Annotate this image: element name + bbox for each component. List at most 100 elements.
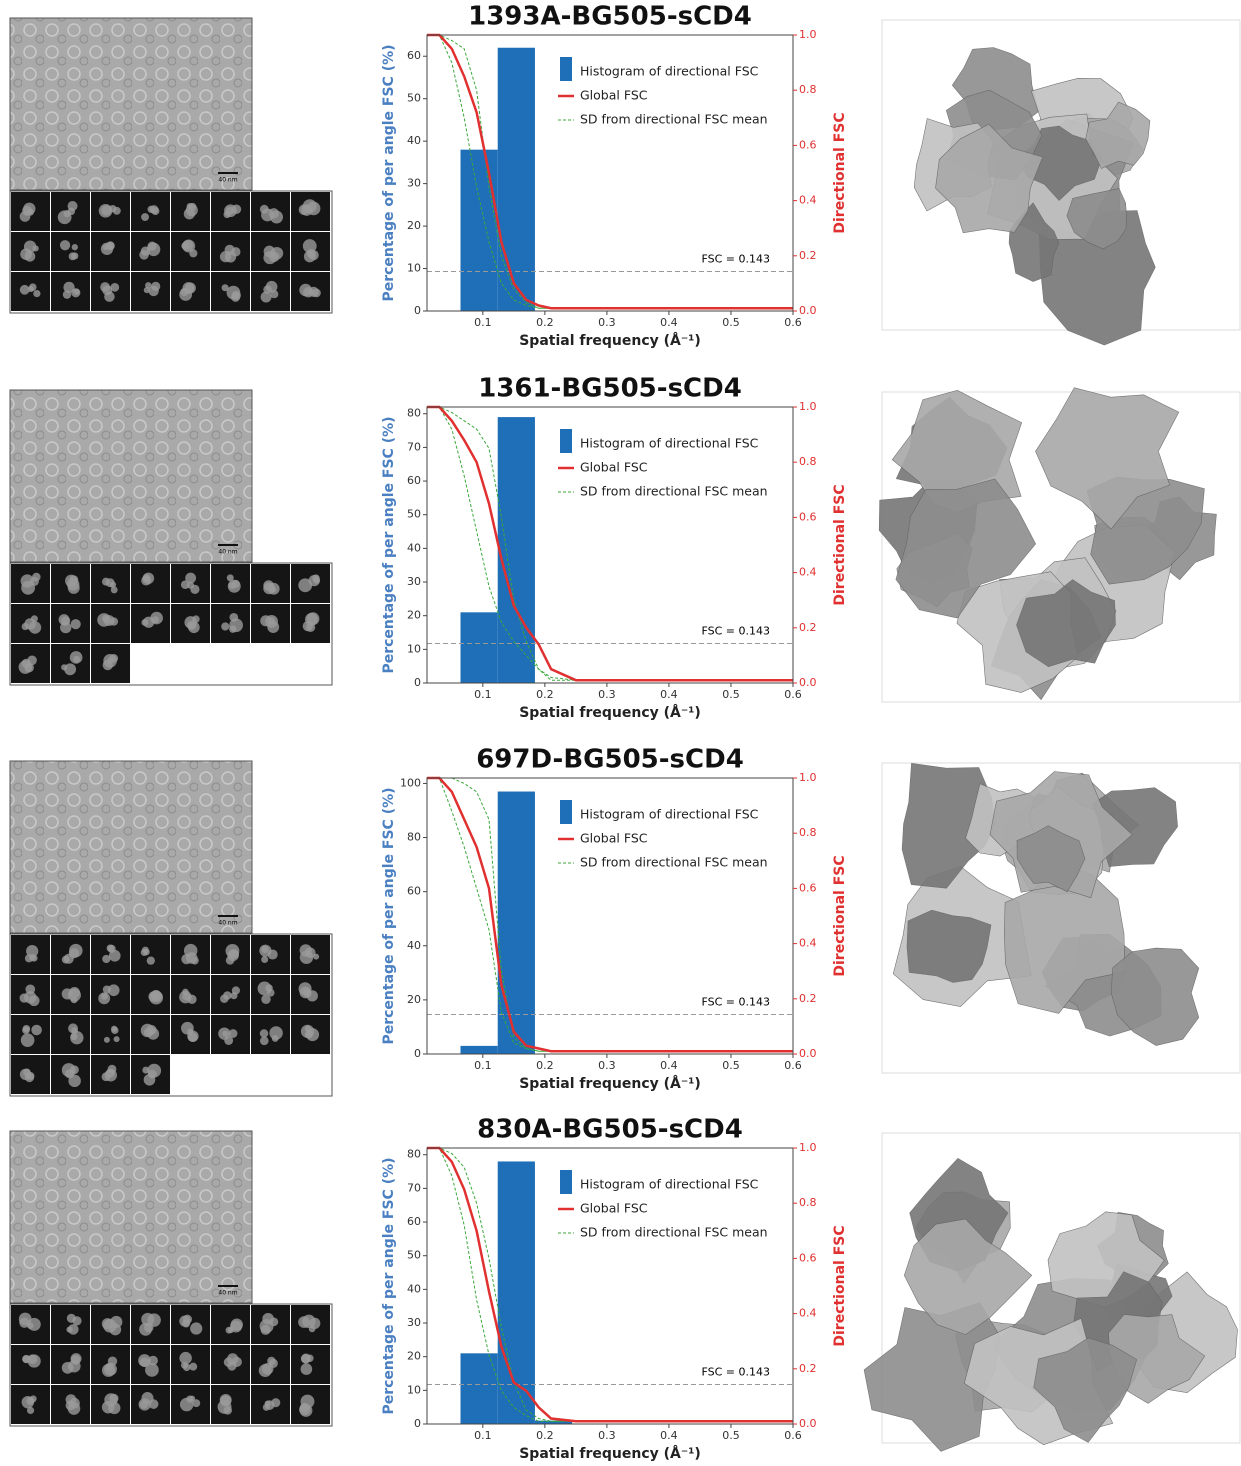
- y2-tick-label: 0.8: [799, 1196, 817, 1209]
- class-blob: [302, 1315, 316, 1329]
- class-blob: [229, 613, 238, 622]
- class-blob: [183, 240, 194, 251]
- class-blob: [71, 288, 80, 297]
- class-blob: [19, 1318, 29, 1328]
- y-tick-label: 20: [407, 609, 421, 622]
- legend-label: SD from directional FSC mean: [580, 484, 768, 499]
- x-tick-label: 0.4: [660, 688, 678, 701]
- class-blob: [143, 574, 150, 581]
- x-tick-label: 0.5: [722, 1429, 740, 1442]
- x-tick-label: 0.4: [660, 1059, 678, 1072]
- class-blob: [228, 580, 241, 593]
- class-blob: [62, 1063, 76, 1077]
- class-blob: [263, 1404, 270, 1411]
- class-blob: [231, 1318, 243, 1330]
- legend-label: Global FSC: [580, 831, 648, 846]
- threshold-label: FSC = 0.143: [702, 253, 771, 266]
- class-blob: [71, 1353, 82, 1364]
- class-blob: [21, 581, 35, 595]
- class-blob: [181, 1362, 188, 1369]
- y-tick-label: 60: [407, 49, 421, 62]
- x-tick-label: 0.3: [598, 688, 616, 701]
- class-blob: [152, 207, 160, 215]
- threshold-label: FSC = 0.143: [702, 996, 771, 1009]
- class-blob: [304, 251, 316, 263]
- y-tick-label: 30: [407, 575, 421, 588]
- class-blob: [71, 1033, 78, 1040]
- y-tick-label: 60: [407, 474, 421, 487]
- y2-tick-label: 0.2: [799, 992, 817, 1005]
- class-blob: [182, 989, 189, 996]
- class-blob: [20, 993, 29, 1002]
- y2-axis-label: Directional FSC: [832, 112, 848, 233]
- class-blob: [269, 1026, 282, 1039]
- y-tick-label: 40: [407, 541, 421, 554]
- legend-swatch: [560, 57, 572, 81]
- class-blob: [225, 251, 236, 262]
- legend-label: Histogram of directional FSC: [580, 807, 759, 822]
- y2-tick-label: 0.6: [799, 138, 817, 151]
- class-blob: [261, 956, 268, 963]
- y2-tick-label: 0.6: [799, 1251, 817, 1264]
- y-tick-label: 20: [407, 993, 421, 1006]
- class-blob: [267, 621, 279, 633]
- y2-tick-label: 1.0: [799, 771, 817, 784]
- class-blob: [22, 623, 29, 630]
- y2-tick-label: 1.0: [799, 400, 817, 413]
- class-blob: [25, 954, 33, 962]
- class-blob: [97, 613, 111, 627]
- class-blob: [31, 1025, 42, 1036]
- class-blob: [22, 1027, 30, 1035]
- legend-swatch: [560, 1170, 572, 1194]
- x-tick-label: 0.3: [598, 1059, 616, 1072]
- legend-swatch: [560, 800, 572, 824]
- class-blob: [144, 1028, 152, 1036]
- class-blob: [103, 1319, 117, 1333]
- legend-label: Global FSC: [580, 88, 648, 103]
- threshold-label: FSC = 0.143: [702, 625, 771, 638]
- y-tick-label: 0: [414, 676, 421, 689]
- y2-tick-label: 0.2: [799, 249, 817, 262]
- class-blob: [300, 951, 313, 964]
- class-blob: [300, 1404, 313, 1417]
- class-blob: [229, 949, 239, 959]
- x-tick-label: 0.4: [660, 316, 678, 329]
- x-axis-label: Spatial frequency (Å⁻¹): [519, 704, 701, 721]
- class-blob: [260, 1036, 269, 1045]
- y-axis-label: Percentage of per angle FSC (%): [381, 416, 397, 673]
- x-tick-label: 0.6: [784, 316, 802, 329]
- class-blob: [191, 957, 199, 965]
- class-blob: [221, 622, 229, 630]
- class-blob: [111, 1026, 117, 1032]
- class-blob: [147, 1313, 160, 1326]
- y2-axis-label: Directional FSC: [832, 1225, 848, 1346]
- class-blob: [259, 1364, 272, 1377]
- y2-tick-label: 0.8: [799, 455, 817, 468]
- class-blob: [102, 285, 112, 295]
- class-blob: [309, 287, 319, 297]
- legend-label: SD from directional FSC mean: [580, 1225, 768, 1240]
- legend-label: Histogram of directional FSC: [580, 64, 759, 79]
- class-blob: [22, 659, 31, 668]
- class-blob: [185, 282, 196, 293]
- y2-axis-label: Directional FSC: [832, 855, 848, 976]
- class-blob: [261, 291, 272, 302]
- class-blob: [28, 286, 34, 292]
- class-blob: [179, 1316, 190, 1327]
- class-blob: [73, 656, 80, 663]
- x-tick-label: 0.3: [598, 316, 616, 329]
- class-blob: [68, 1402, 81, 1415]
- class-blob: [104, 1037, 110, 1043]
- class-blob: [71, 252, 78, 259]
- class-blob: [190, 1322, 202, 1334]
- x-tick-label: 0.1: [474, 688, 492, 701]
- class-average: [51, 1015, 90, 1054]
- class-blob: [22, 1396, 34, 1408]
- y-tick-label: 80: [407, 407, 421, 420]
- y-tick-label: 40: [407, 134, 421, 147]
- class-blob: [69, 987, 80, 998]
- y-tick-label: 50: [407, 508, 421, 521]
- scale-bar-label: 40 nm: [218, 177, 237, 184]
- x-tick-label: 0.2: [536, 1059, 554, 1072]
- class-blob: [271, 247, 284, 260]
